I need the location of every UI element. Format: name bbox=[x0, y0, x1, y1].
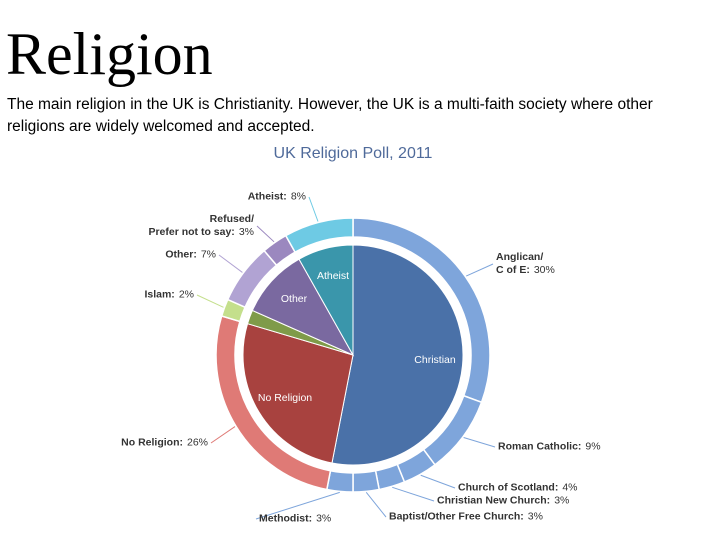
leader-line bbox=[463, 437, 496, 448]
leader-line bbox=[465, 263, 494, 277]
segment-value: 7% bbox=[200, 248, 216, 261]
slide-title: Religion bbox=[6, 21, 213, 87]
segment-label: Church of Scotland: 4% bbox=[458, 482, 578, 495]
segment-name: No Religion: bbox=[121, 436, 183, 449]
segment-label: Baptist/Other Free Church: 3% bbox=[389, 511, 543, 524]
chart-title: UK Religion Poll, 2011 bbox=[273, 145, 433, 162]
leader-line bbox=[365, 492, 387, 518]
pie-slice bbox=[242, 323, 354, 464]
ring-segment bbox=[325, 469, 354, 493]
leader-line bbox=[308, 196, 319, 222]
slice-label: Atheist bbox=[316, 270, 350, 282]
pie-slice bbox=[331, 244, 464, 466]
segment-value: 4% bbox=[562, 481, 578, 494]
leader-line bbox=[196, 294, 224, 308]
segment-name: Christian New Church: bbox=[437, 494, 551, 507]
segment-label: Christian New Church: 3% bbox=[437, 495, 569, 508]
ring-segment bbox=[352, 469, 381, 493]
segment-name: Anglican/ C of E: bbox=[496, 251, 544, 276]
segment-value: 26% bbox=[186, 436, 208, 449]
segment-value: 8% bbox=[290, 190, 306, 203]
pie-slice bbox=[251, 258, 355, 357]
segment-name: Methodist: bbox=[259, 512, 313, 525]
pie-slice bbox=[298, 244, 354, 357]
slice-label: Christian bbox=[414, 354, 456, 366]
slice-label: Other bbox=[280, 293, 308, 305]
segment-label: Islam: 2% bbox=[144, 289, 194, 302]
segment-name: Refused/ Prefer not to say: bbox=[148, 213, 254, 238]
leader-line bbox=[420, 474, 456, 489]
segment-name: Baptist/Other Free Church: bbox=[389, 510, 524, 523]
intro-text: The main religion in the UK is Christian… bbox=[7, 96, 653, 135]
slice-label: No Religion bbox=[257, 392, 313, 404]
leader-line bbox=[255, 491, 340, 520]
segment-value: 3% bbox=[316, 512, 332, 525]
leader-line bbox=[210, 426, 236, 444]
leader-line bbox=[256, 225, 275, 243]
segment-label: Atheist: 8% bbox=[248, 191, 306, 204]
segment-label: Methodist: 3% bbox=[259, 513, 331, 526]
segment-name: Atheist: bbox=[247, 190, 287, 203]
segment-name: Church of Scotland: bbox=[458, 481, 559, 494]
segment-value: 3% bbox=[238, 226, 254, 238]
segment-value: 30% bbox=[533, 264, 555, 276]
ring-segment bbox=[284, 217, 354, 254]
segment-label: Anglican/ C of E: 30% bbox=[496, 251, 555, 277]
segment-value: 9% bbox=[585, 440, 601, 453]
segment-label: No Religion: 26% bbox=[121, 437, 208, 450]
segment-name: Islam: bbox=[144, 288, 175, 301]
segment-value: 3% bbox=[527, 510, 543, 523]
segment-value: 3% bbox=[554, 494, 570, 507]
leader-line bbox=[392, 486, 435, 502]
segment-name: Other: bbox=[165, 248, 197, 261]
leader-line bbox=[218, 254, 243, 273]
segment-label: Roman Catholic: 9% bbox=[498, 441, 601, 454]
segment-name: Roman Catholic: bbox=[498, 440, 582, 453]
segment-label: Other: 7% bbox=[165, 249, 216, 262]
segment-value: 2% bbox=[178, 288, 194, 301]
segment-label: Refused/ Prefer not to say: 3% bbox=[148, 213, 254, 239]
